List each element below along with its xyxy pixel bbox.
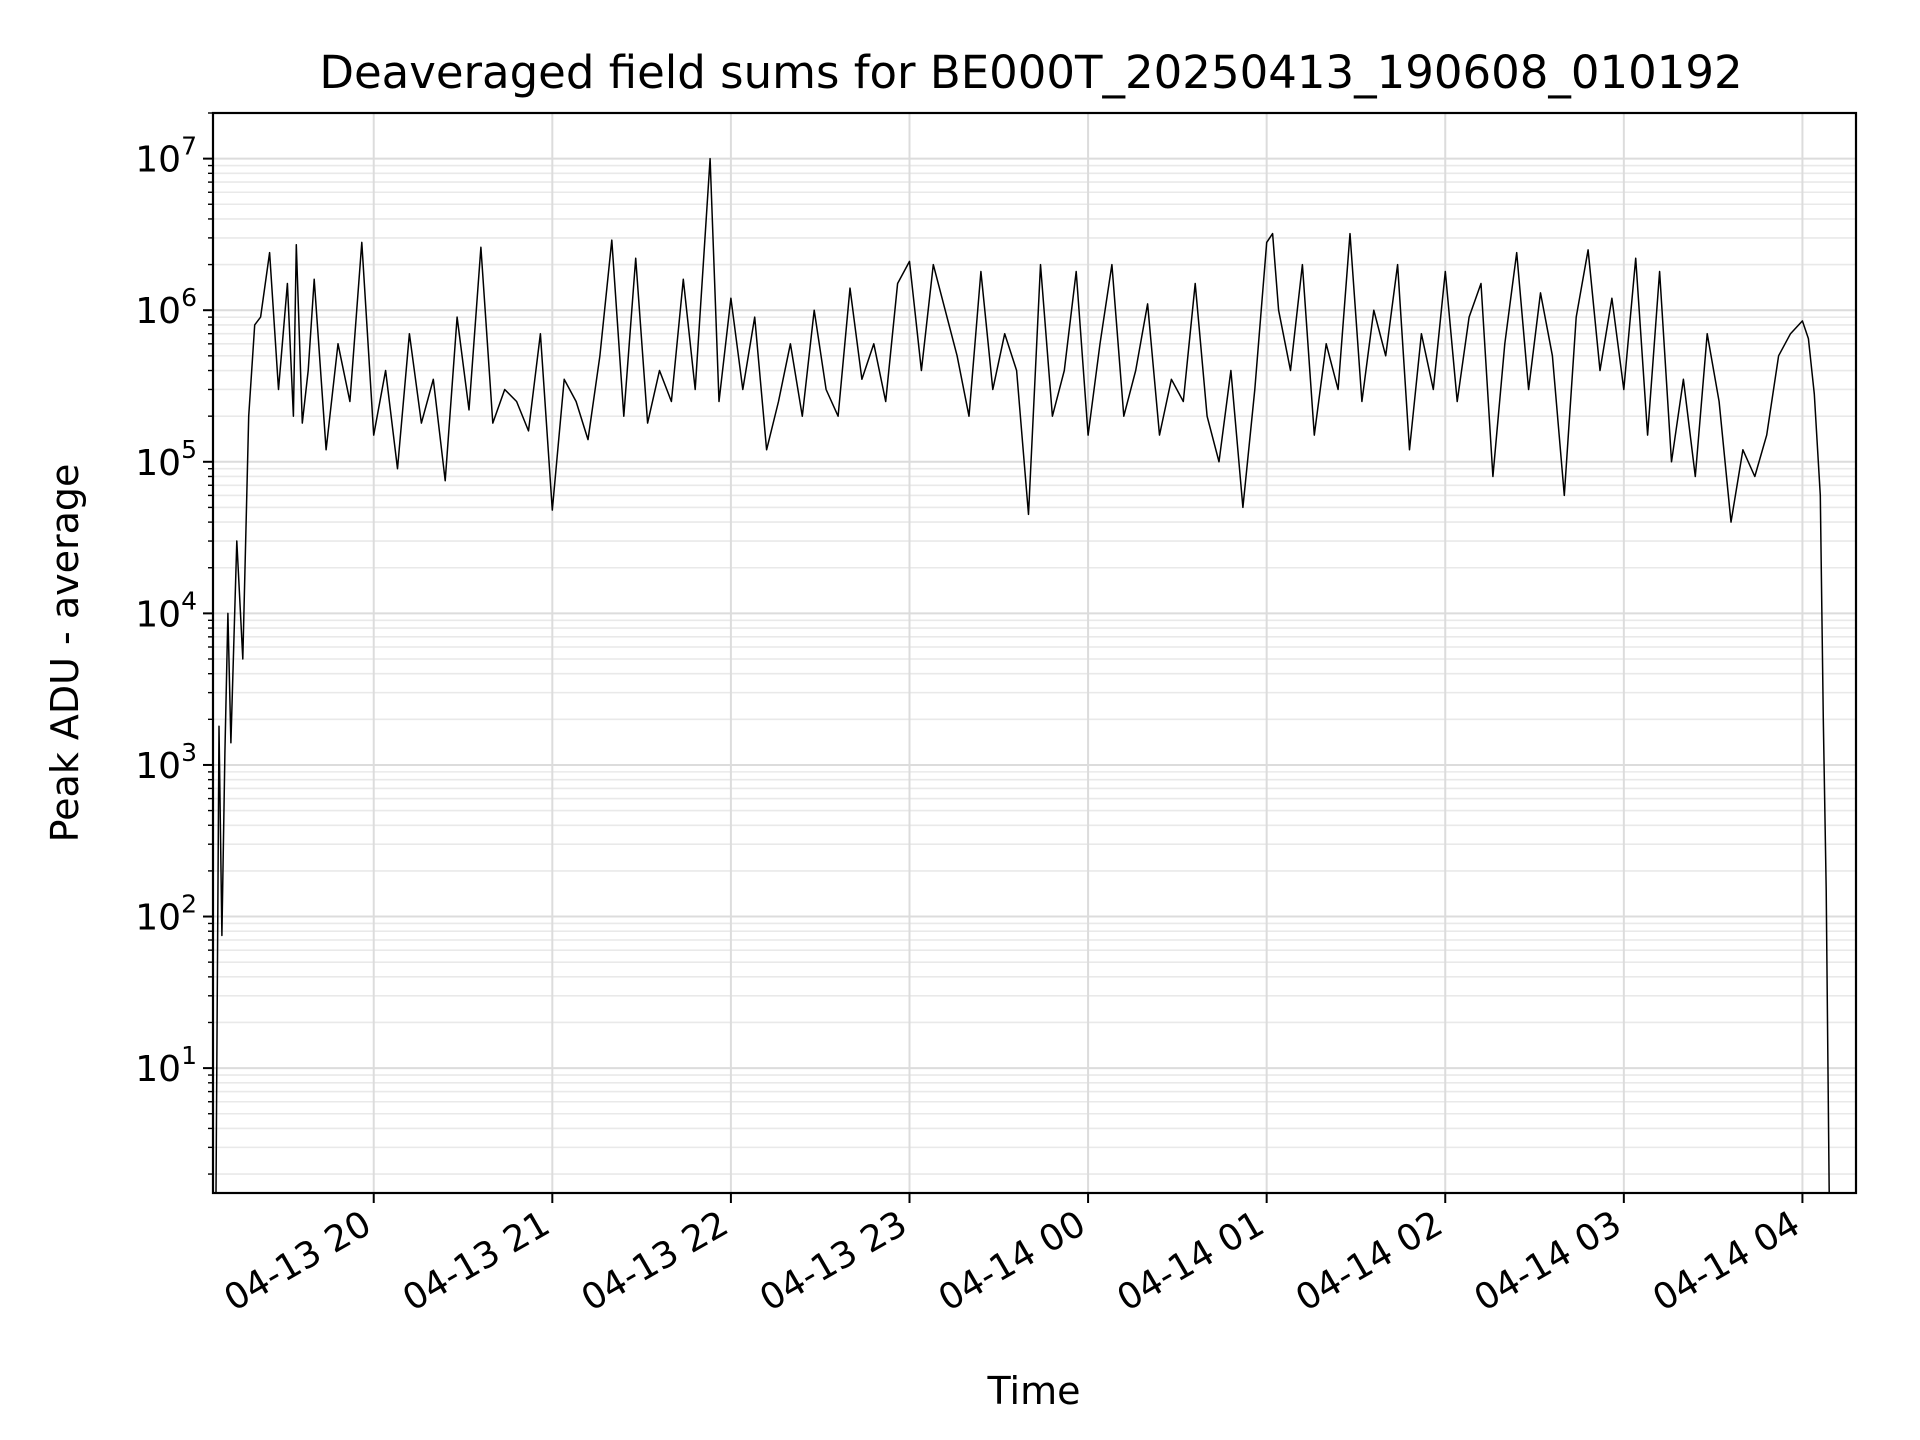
- chart-title: Deaveraged field sums for BE000T_2025041…: [319, 46, 1742, 99]
- y-tick-exponent: 6: [181, 283, 197, 312]
- series-line: [215, 157, 1830, 1194]
- y-tick-base: 10: [135, 898, 181, 939]
- series-layer: [215, 157, 1830, 1194]
- y-tick-base: 10: [135, 746, 181, 787]
- y-axis-label: Peak ADU - average: [43, 464, 87, 843]
- y-tick-label: 106: [135, 283, 197, 332]
- y-tick-base: 10: [135, 443, 181, 484]
- major-gridlines: [213, 113, 1856, 1193]
- y-tick-exponent: 7: [181, 132, 197, 161]
- y-tick-exponent: 5: [181, 435, 197, 464]
- y-tick-exponent: 3: [181, 738, 197, 767]
- y-tick-base: 10: [135, 291, 181, 332]
- plot-frame: [211, 111, 1858, 1195]
- y-tick-label: 105: [135, 435, 197, 484]
- y-tick-label: 103: [135, 738, 197, 787]
- minor-gridlines: [213, 112, 1856, 1175]
- y-tick-label: 101: [135, 1041, 197, 1090]
- y-tick-label: 104: [135, 586, 197, 635]
- y-tick-base: 10: [135, 140, 181, 181]
- y-tick-exponent: 1: [181, 1041, 197, 1070]
- y-tick-exponent: 2: [181, 890, 197, 919]
- y-tick-label: 102: [135, 890, 197, 939]
- x-axis-label: Time: [987, 1369, 1081, 1413]
- y-tick-base: 10: [135, 1049, 181, 1090]
- y-tick-base: 10: [135, 594, 181, 635]
- y-tick-exponent: 4: [181, 586, 197, 615]
- y-tick-label: 107: [135, 132, 197, 181]
